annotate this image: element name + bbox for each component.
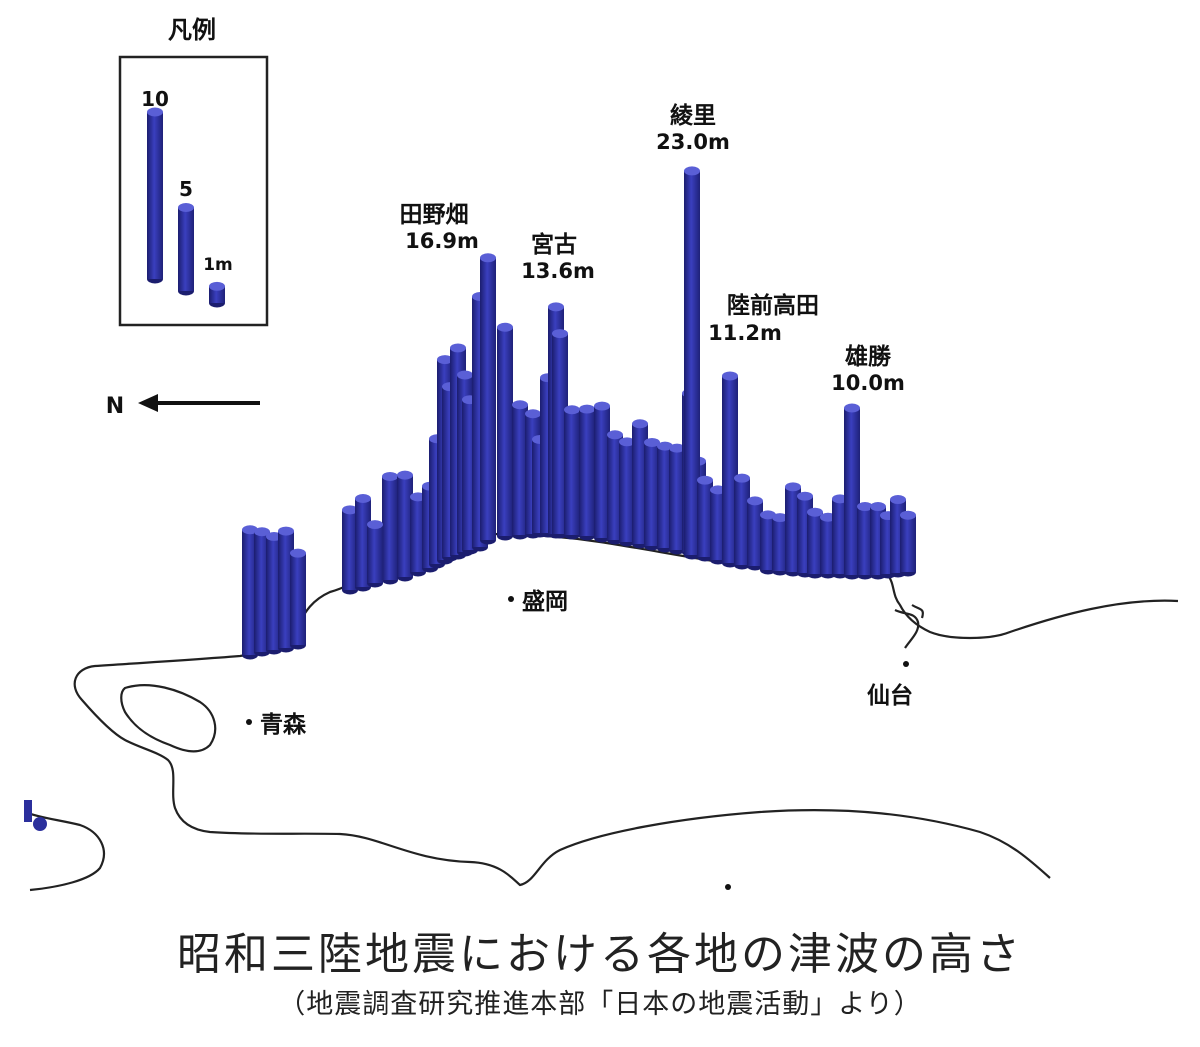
legend-label-1m: 1m [203,255,233,275]
bar-45 [772,513,788,576]
bar-56 [900,510,916,577]
bar-8 [367,520,383,588]
bar-27 [564,405,580,540]
annotation-height: 23.0m [656,130,730,154]
annotation-height: 10.0m [831,371,905,395]
annotation-height: 16.9m [405,229,479,253]
bar-35 [669,443,685,555]
annotation-height: 13.6m [521,259,595,283]
bar-21 [512,400,528,540]
edge-bar [24,800,32,822]
city-label-aomori: 青森 [260,711,307,738]
bar-52 [857,502,873,580]
annotation-place: 田野畑 [400,202,469,228]
caption-title: 昭和三陸地震における各地の津波の高さ [177,929,1023,980]
bar-20 [497,322,513,541]
city-label-sendai: 仙台 [867,682,913,709]
tsunami-map: 凡例 10 5 1m N 盛岡 青森 仙台 田野畑 16.9m 宮古 13.6m… [24,16,1179,892]
city-marker-aomori: 青森 [246,711,307,738]
legend: 凡例 10 5 1m [118,16,269,327]
bar-5 [342,505,358,595]
bar-9 [397,470,413,582]
annotation-rikuzentakata: 陸前高田 11.2m [708,292,819,345]
bar-7 [382,471,398,585]
city-label-morioka: 盛岡 [522,588,568,615]
bar-48 [807,507,823,579]
annotation-ogatsu: 雄勝 10.0m [831,343,905,395]
coastline [24,532,1179,892]
bar-19 [480,253,496,545]
bar-33 [644,437,660,551]
caption-source: （地震調査研究推進本部「日本の地震活動」より） [278,989,922,1020]
bar-39 [697,475,713,562]
annotation-place: 綾里 [670,102,716,129]
annotation-ryori: 綾里 23.0m [656,102,730,154]
north-arrow: N [106,394,260,419]
legend-label-5: 5 [179,177,193,201]
city-marker-morioka: 盛岡 [508,588,568,615]
bar-31 [619,437,635,547]
city-marker-sendai: 仙台 [867,661,913,709]
annotation-tanohata: 田野畑 16.9m [400,202,479,253]
tsunami-bars [242,166,916,660]
legend-frame [118,55,269,327]
legend-label-10: 10 [141,87,169,111]
annotation-place: 雄勝 [844,343,892,370]
bar-42 [734,473,750,570]
annotation-miyako: 宮古 13.6m [521,231,595,283]
annotation-place: 宮古 [531,231,577,258]
north-label: N [106,394,124,419]
legend-bar-5 [178,203,194,296]
bar-28 [579,404,595,541]
legend-bar-1m [209,281,225,308]
bar-29 [594,401,610,543]
bar-4 [290,548,306,650]
legend-title: 凡例 [168,16,216,44]
annotation-height: 11.2m [708,321,782,345]
legend-bar-10 [147,107,163,284]
legend-bars [147,107,225,308]
island-dot [725,884,731,890]
north-arrow-head [138,394,158,412]
bar-38 [684,166,700,560]
edge-dot [33,817,47,831]
bar-51 [844,403,860,580]
annotation-place: 陸前高田 [727,292,819,319]
bar-43 [747,496,763,571]
